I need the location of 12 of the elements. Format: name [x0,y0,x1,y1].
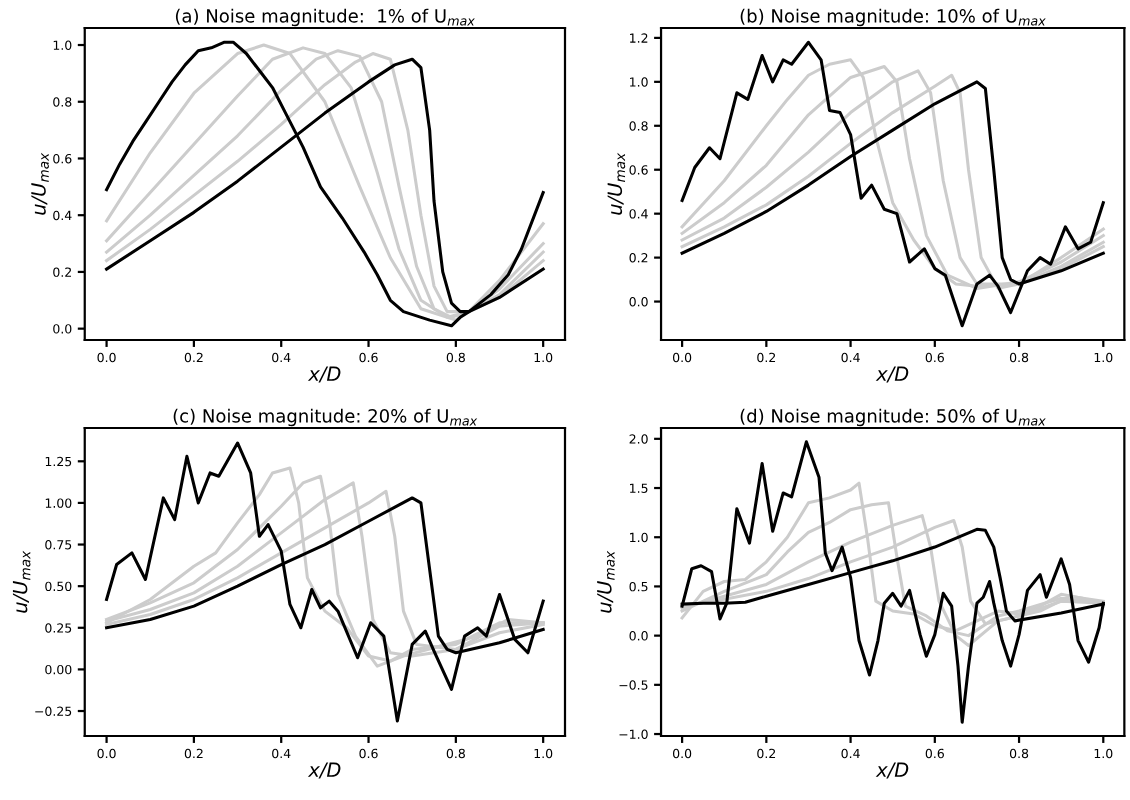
y-axis-title: u/U$_{max}$ [607,152,626,215]
chart-title: (d) Noise magnitude: 50% of U$_{max}$ [740,408,1046,427]
chart-title: (a) Noise magnitude: 1% of U$_{max}$ [175,8,475,27]
chart-title: (b) Noise magnitude: 10% of U$_{max}$ [740,8,1046,27]
chart-title: (c) Noise magnitude: 20% of U$_{max}$ [173,408,478,427]
x-axis-title: x/D [307,366,341,383]
x-axis-title: x/D [875,762,909,779]
x-axis-title: x/D [875,366,909,383]
y-axis-title: u/U$_{max}$ [12,550,31,613]
x-axis-title: x/D [307,762,341,779]
y-axis-title: u/U$_{max}$ [597,550,615,613]
y-axis-title: u/U$_{max}$ [31,152,49,215]
